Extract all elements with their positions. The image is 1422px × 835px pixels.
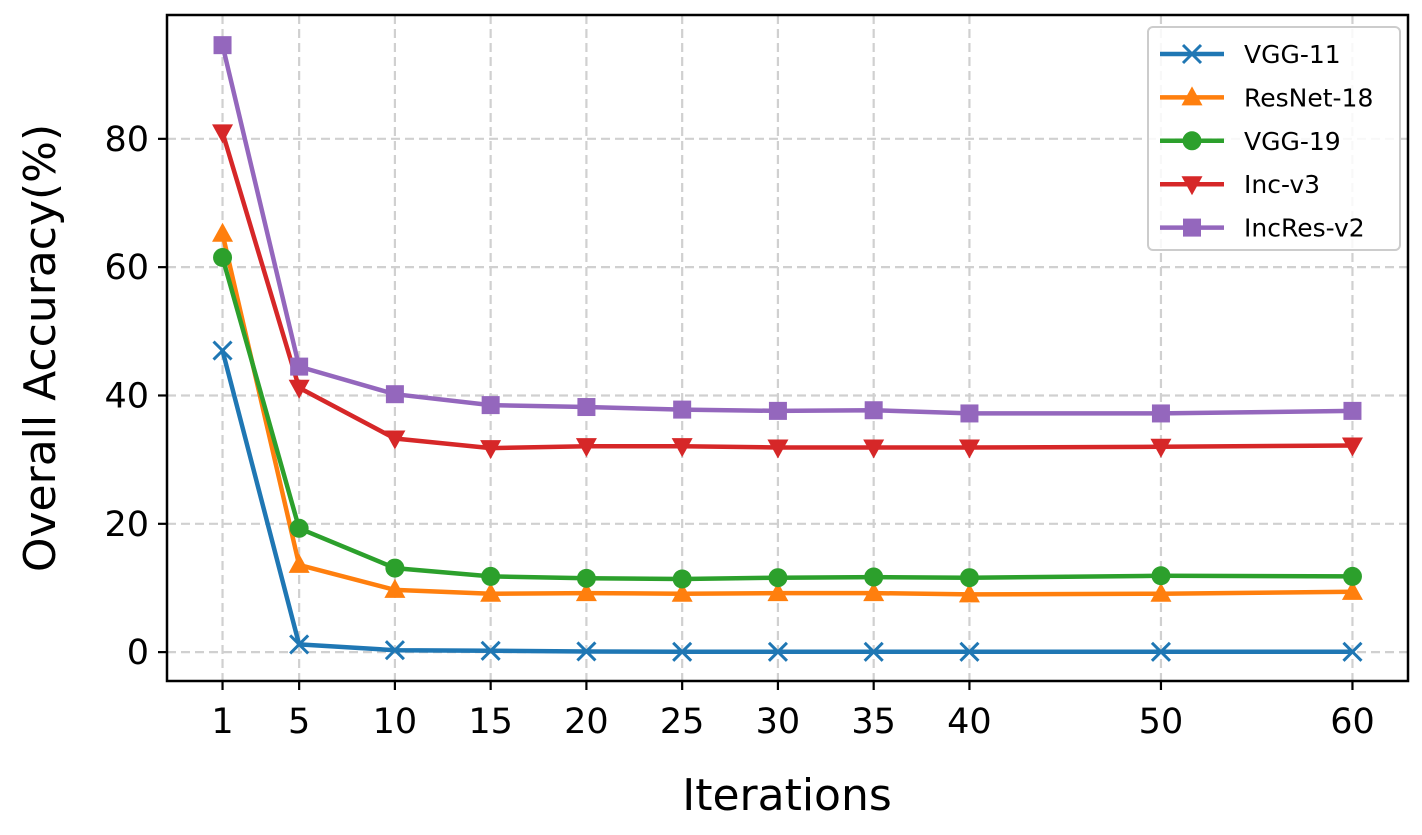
- data-point-vgg-19: [1151, 566, 1171, 586]
- x-tick-label: 1: [211, 702, 233, 742]
- data-point-incres-v2: [213, 36, 232, 55]
- data-point-vgg-11: [1150, 641, 1172, 662]
- data-point-vgg-19: [672, 569, 692, 589]
- data-point-vgg-11: [384, 640, 405, 661]
- data-point-incres-v2: [768, 401, 787, 420]
- data-point-vgg-11: [289, 634, 310, 655]
- data-point-vgg-19: [481, 566, 501, 586]
- legend-marker: [1182, 131, 1202, 151]
- x-tick-label: 25: [660, 702, 705, 742]
- data-point-incres-v2: [481, 396, 500, 415]
- x-tick-label: 5: [288, 702, 310, 742]
- data-point-resnet-18: [480, 582, 502, 602]
- data-point-resnet-18: [1150, 582, 1172, 602]
- data-point-vgg-19: [1342, 566, 1362, 586]
- data-point-inc-v3: [863, 439, 885, 459]
- legend-marker: [1183, 218, 1201, 237]
- series-markers: [212, 36, 1363, 662]
- legend-box: [1147, 26, 1401, 251]
- data-point-vgg-19: [576, 568, 596, 588]
- data-point-inc-v3: [1150, 438, 1172, 458]
- data-point-resnet-18: [1341, 580, 1363, 600]
- y-tick-label: 80: [104, 120, 149, 160]
- legend-item-inc-v3: Inc-v3: [1160, 170, 1320, 199]
- legend-item-vgg-19: VGG-19: [1160, 127, 1341, 156]
- y-tick-label: 20: [104, 505, 149, 545]
- data-point-vgg-19: [213, 248, 233, 268]
- x-tick-label: 10: [373, 702, 418, 742]
- data-point-resnet-18: [767, 582, 789, 602]
- legend-item-vgg-11: VGG-11: [1160, 40, 1341, 69]
- x-axis-label: Iterations: [682, 770, 892, 821]
- data-point-incres-v2: [864, 401, 883, 420]
- data-point-vgg-11: [959, 641, 980, 662]
- legend-label: IncRes-v2: [1244, 214, 1365, 243]
- data-point-inc-v3: [384, 430, 406, 450]
- legend: VGG-11 ResNet-18 VGG-19 Inc-v3 IncRes-v2: [1147, 26, 1401, 251]
- legend-marker: [1181, 43, 1203, 65]
- x-axis-ticks: 1 5 10 15 20 25 30 35 40 50 60: [211, 681, 1375, 742]
- x-tick-label: 20: [564, 702, 609, 742]
- data-point-resnet-18: [212, 222, 234, 242]
- data-point-inc-v3: [767, 439, 789, 459]
- data-point-vgg-11: [863, 641, 884, 662]
- legend-label: VGG-19: [1244, 127, 1341, 156]
- data-point-inc-v3: [480, 440, 502, 460]
- data-point-vgg-19: [959, 568, 979, 588]
- data-point-incres-v2: [290, 357, 309, 376]
- legend-label: ResNet-18: [1244, 83, 1373, 112]
- data-point-inc-v3: [212, 124, 234, 144]
- data-point-inc-v3: [288, 379, 310, 399]
- x-tick-label: 15: [468, 702, 513, 742]
- data-point-resnet-18: [671, 582, 693, 602]
- data-point-resnet-18: [958, 583, 980, 603]
- data-point-vgg-11: [576, 641, 597, 662]
- data-point-incres-v2: [1151, 404, 1170, 423]
- data-point-vgg-19: [864, 567, 884, 587]
- data-point-incres-v2: [577, 398, 596, 417]
- data-point-resnet-18: [288, 553, 310, 573]
- data-point-vgg-11: [1342, 641, 1363, 662]
- series-line-vgg-19: [220, 255, 1355, 582]
- x-tick-label: 40: [947, 702, 992, 742]
- legend-label: Inc-v3: [1244, 170, 1320, 199]
- data-point-resnet-18: [384, 578, 406, 598]
- data-point-vgg-19: [289, 518, 309, 538]
- data-point-vgg-11: [767, 641, 788, 662]
- data-point-inc-v3: [671, 438, 693, 458]
- x-tick-label: 60: [1330, 702, 1375, 742]
- legend-item-resnet-18: ResNet-18: [1160, 83, 1373, 112]
- legend-marker: [1181, 86, 1203, 106]
- data-point-resnet-18: [575, 582, 597, 602]
- x-tick-label: 35: [851, 702, 896, 742]
- plot-frame: [165, 13, 1410, 683]
- data-point-inc-v3: [958, 439, 980, 459]
- data-point-vgg-19: [385, 558, 405, 578]
- legend-item-incres-v2: IncRes-v2: [1160, 214, 1365, 243]
- data-point-incres-v2: [673, 400, 692, 419]
- data-point-inc-v3: [575, 438, 597, 458]
- data-point-incres-v2: [385, 385, 404, 404]
- y-tick-label: 60: [104, 248, 149, 288]
- y-axis-ticks: 0 20 40 60 80: [104, 120, 167, 673]
- data-point-vgg-11: [212, 340, 233, 361]
- y-tick-label: 40: [104, 376, 149, 416]
- x-tick-label: 30: [756, 702, 801, 742]
- data-point-resnet-18: [863, 582, 885, 602]
- data-point-vgg-11: [672, 641, 693, 662]
- legend-label: VGG-11: [1244, 40, 1341, 69]
- data-point-incres-v2: [960, 404, 979, 423]
- legend-marker: [1181, 176, 1203, 196]
- data-point-vgg-19: [768, 568, 788, 588]
- y-tick-label: 0: [127, 633, 149, 673]
- data-point-incres-v2: [1343, 401, 1362, 420]
- data-point-inc-v3: [1341, 437, 1363, 457]
- data-point-vgg-11: [480, 640, 501, 661]
- x-tick-label: 50: [1139, 702, 1184, 742]
- y-axis-label: Overall Accuracy(%): [15, 124, 66, 572]
